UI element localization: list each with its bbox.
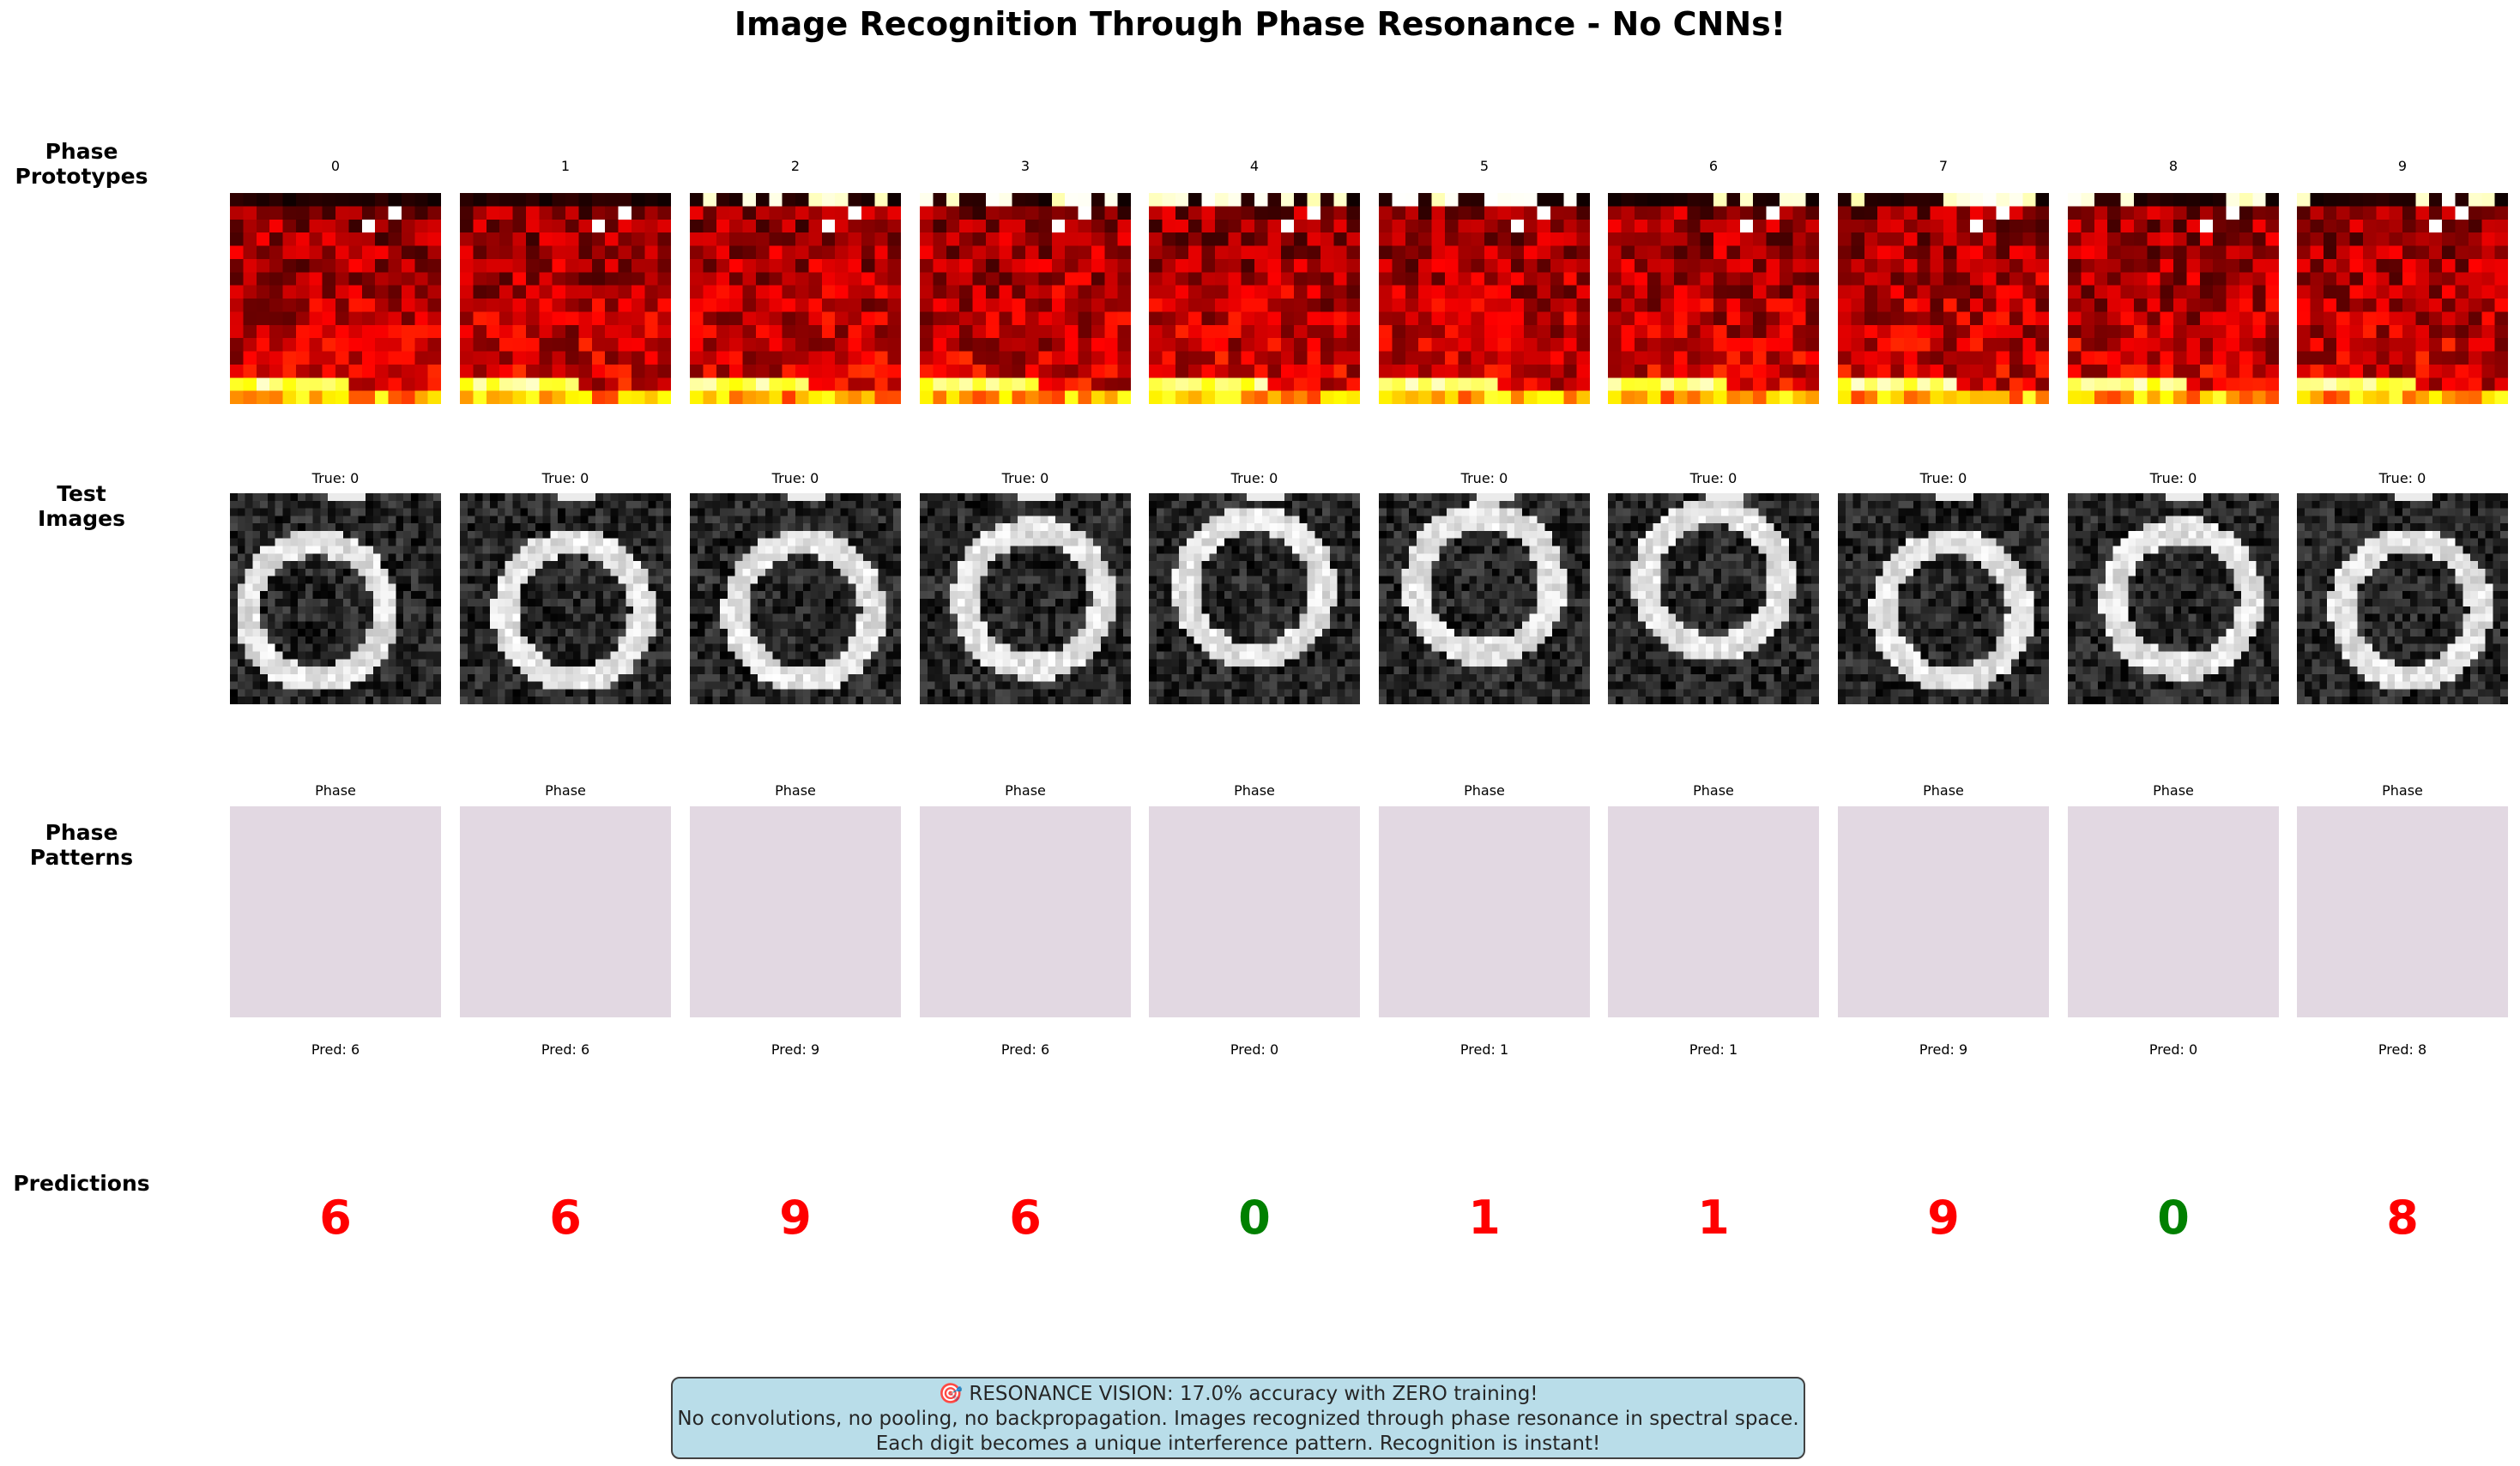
test-title-4: True: 0 (1230, 470, 1278, 486)
test-title-2: True: 0 (771, 470, 819, 486)
prediction-digit-5: 1 (1468, 1191, 1501, 1245)
prototype-heatmap-4 (1149, 193, 1360, 404)
phase-pattern-4 (1149, 806, 1360, 1017)
test-image-6 (1608, 493, 1819, 704)
row-label-test-images: Test Images (0, 481, 163, 532)
prototype-title-0: 0 (330, 158, 341, 174)
prediction-digit-9: 8 (2386, 1191, 2419, 1245)
prototype-title-4: 4 (1249, 158, 1260, 174)
prediction-digit-2: 9 (779, 1191, 812, 1245)
phase-pattern-1 (460, 806, 671, 1017)
phase-title-5: Phase (1464, 782, 1505, 799)
row-label-phase-patterns: Phase Patterns (0, 820, 163, 871)
prototype-heatmap-9 (2297, 193, 2508, 404)
prediction-digit-0: 6 (319, 1191, 352, 1245)
prototype-heatmap-6 (1608, 193, 1819, 404)
prediction-digit-6: 1 (1697, 1191, 1730, 1245)
phase-title-7: Phase (1923, 782, 1964, 799)
prediction-digit-4: 0 (1238, 1191, 1271, 1245)
phase-title-8: Phase (2153, 782, 2194, 799)
test-title-8: True: 0 (2149, 470, 2197, 486)
prototype-heatmap-3 (920, 193, 1131, 404)
pred-label-3: Pred: 6 (1000, 1041, 1050, 1058)
prediction-digit-3: 6 (1009, 1191, 1042, 1245)
phase-title-9: Phase (2382, 782, 2423, 799)
prototype-heatmap-8 (2068, 193, 2279, 404)
prototype-heatmap-0 (230, 193, 441, 404)
test-image-7 (1838, 493, 2049, 704)
row-label-predictions: Predictions (0, 1171, 163, 1197)
test-image-3 (920, 493, 1131, 704)
test-image-4 (1149, 493, 1360, 704)
prediction-digit-8: 0 (2157, 1191, 2190, 1245)
pred-label-9: Pred: 8 (2378, 1041, 2427, 1058)
phase-pattern-2 (690, 806, 901, 1017)
phase-title-3: Phase (1005, 782, 1046, 799)
prototype-title-5: 5 (1479, 158, 1490, 174)
test-title-1: True: 0 (541, 470, 589, 486)
figure-title: Image Recognition Through Phase Resonanc… (734, 5, 1786, 43)
prototype-title-9: 9 (2397, 158, 2408, 174)
test-title-6: True: 0 (1689, 470, 1737, 486)
phase-pattern-3 (920, 806, 1131, 1017)
test-image-8 (2068, 493, 2279, 704)
pred-label-7: Pred: 9 (1919, 1041, 1968, 1058)
summary-line-1: 🎯 RESONANCE VISION: 17.0% accuracy with … (938, 1383, 1538, 1405)
pred-label-1: Pred: 6 (541, 1041, 590, 1058)
prototype-title-2: 2 (790, 158, 801, 174)
prototype-title-7: 7 (1938, 158, 1949, 174)
phase-pattern-7 (1838, 806, 2049, 1017)
test-title-7: True: 0 (1919, 470, 1967, 486)
prototype-title-3: 3 (1020, 158, 1030, 174)
row-label-phase-prototypes-text: Phase Prototypes (15, 139, 148, 189)
row-label-test-images-text: Test Images (38, 481, 125, 531)
prototype-title-6: 6 (1708, 158, 1719, 174)
prediction-digit-7: 9 (1927, 1191, 1960, 1245)
prototype-title-1: 1 (560, 158, 571, 174)
test-title-0: True: 0 (311, 470, 360, 486)
test-image-9 (2297, 493, 2508, 704)
pred-label-0: Pred: 6 (311, 1041, 360, 1058)
prototype-title-8: 8 (2168, 158, 2179, 174)
phase-pattern-5 (1379, 806, 1590, 1017)
phase-title-4: Phase (1234, 782, 1275, 799)
prototype-heatmap-1 (460, 193, 671, 404)
row-label-phase-patterns-text: Phase Patterns (29, 820, 134, 870)
prediction-digit-1: 6 (549, 1191, 582, 1245)
phase-pattern-6 (1608, 806, 1819, 1017)
prototype-heatmap-5 (1379, 193, 1590, 404)
phase-title-0: Phase (315, 782, 356, 799)
test-image-2 (690, 493, 901, 704)
phase-pattern-0 (230, 806, 441, 1017)
test-title-3: True: 0 (1001, 470, 1049, 486)
pred-label-8: Pred: 0 (2148, 1041, 2198, 1058)
test-image-5 (1379, 493, 1590, 704)
summary-box: 🎯 RESONANCE VISION: 17.0% accuracy with … (671, 1377, 1805, 1459)
phase-pattern-8 (2068, 806, 2279, 1017)
summary-line-2: No convolutions, no pooling, no backprop… (677, 1408, 1799, 1430)
pred-label-6: Pred: 1 (1689, 1041, 1738, 1058)
row-label-phase-prototypes: Phase Prototypes (0, 139, 163, 190)
test-title-5: True: 0 (1460, 470, 1508, 486)
row-label-predictions-text: Predictions (13, 1171, 150, 1196)
phase-pattern-9 (2297, 806, 2508, 1017)
pred-label-2: Pred: 9 (771, 1041, 820, 1058)
test-title-9: True: 0 (2378, 470, 2426, 486)
phase-title-6: Phase (1693, 782, 1734, 799)
phase-title-1: Phase (545, 782, 586, 799)
test-image-1 (460, 493, 671, 704)
pred-label-5: Pred: 1 (1459, 1041, 1509, 1058)
phase-title-2: Phase (775, 782, 816, 799)
test-image-0 (230, 493, 441, 704)
summary-line-3: Each digit becomes a unique interference… (875, 1433, 1601, 1455)
prototype-heatmap-7 (1838, 193, 2049, 404)
pred-label-4: Pred: 0 (1230, 1041, 1279, 1058)
prototype-heatmap-2 (690, 193, 901, 404)
